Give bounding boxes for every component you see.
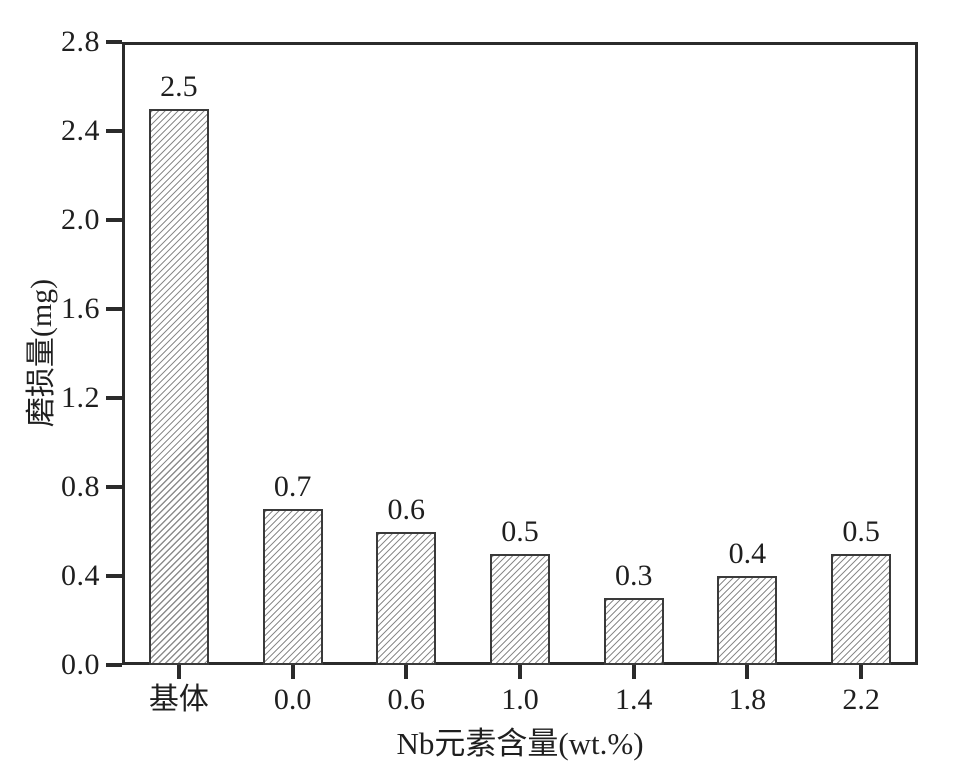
- bar-value-label: 0.4: [728, 537, 767, 570]
- y-axis-tick: [106, 485, 122, 489]
- x-axis-tick: [518, 665, 522, 679]
- bar-value-label: 0.6: [387, 492, 426, 526]
- bar: [148, 108, 209, 665]
- bar-value-label: 0.7: [273, 470, 312, 504]
- y-axis-title: 磨损量(mg): [25, 278, 58, 428]
- bar-value-label: 0.5: [842, 514, 880, 548]
- y-axis-tick-label: 1.2: [61, 381, 100, 414]
- bar: [717, 576, 778, 665]
- x-axis-tick-label: 1.8: [728, 683, 767, 716]
- y-axis-tick: [106, 129, 122, 133]
- y-axis-tick-label: 0.4: [61, 559, 100, 592]
- x-axis-tick-label: 0.0: [273, 683, 312, 716]
- x-axis-tick: [745, 665, 750, 679]
- x-axis-tick-label: 2.2: [842, 683, 880, 716]
- x-axis-tick: [859, 665, 864, 679]
- x-axis-tick-label: 1.0: [501, 683, 539, 716]
- bar: [262, 509, 323, 665]
- y-axis-tick: [106, 218, 122, 222]
- bar: [376, 531, 437, 665]
- bar-value-label: 0.3: [614, 559, 653, 593]
- y-axis-tick-label: 2.0: [61, 203, 100, 236]
- y-axis-tick-label: 1.6: [61, 292, 100, 325]
- x-axis-title: Nb元素含量(wt.%): [396, 726, 644, 761]
- x-axis-tick: [631, 665, 636, 679]
- y-axis-tick-label: 0.0: [61, 648, 100, 681]
- x-axis-tick: [176, 665, 181, 679]
- x-axis-tick-label: 1.4: [614, 683, 653, 716]
- y-axis-tick-label: 0.8: [61, 470, 100, 503]
- bar-value-label: 2.5: [160, 69, 198, 103]
- y-axis-tick: [106, 663, 122, 667]
- y-axis-tick-label: 2.8: [61, 25, 100, 58]
- x-axis-tick: [290, 665, 295, 679]
- y-axis-tick-label: 2.4: [61, 114, 100, 147]
- y-axis-tick: [106, 574, 122, 578]
- bar: [603, 598, 664, 665]
- bar-value-label: 0.5: [501, 514, 539, 548]
- x-axis-tick-label: 0.6: [387, 683, 426, 716]
- x-axis-tick: [404, 665, 409, 679]
- x-axis-tick-label: 基体: [148, 683, 209, 716]
- y-axis-tick: [106, 396, 122, 400]
- y-axis-tick: [106, 307, 122, 311]
- bar: [490, 553, 550, 665]
- y-axis-tick: [106, 40, 122, 44]
- bar: [831, 553, 892, 665]
